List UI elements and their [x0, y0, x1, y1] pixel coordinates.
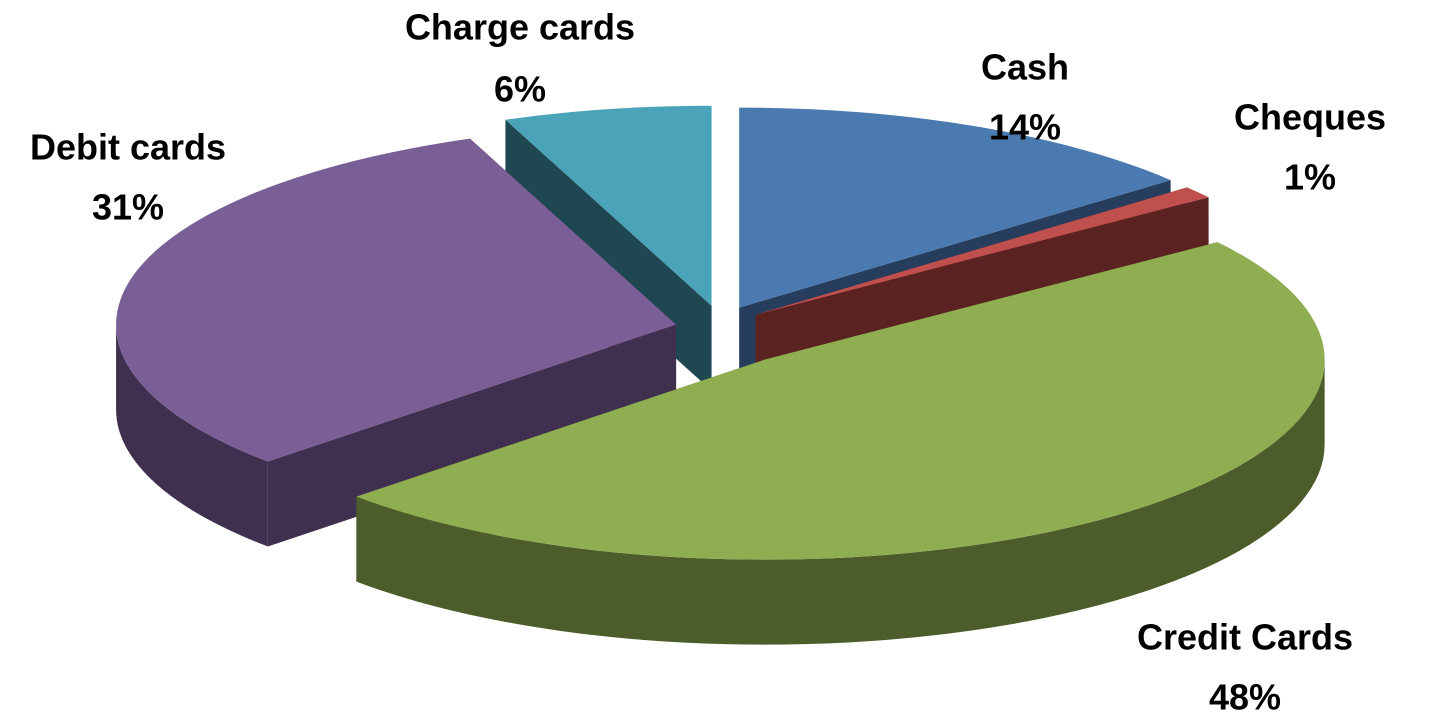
slice-top: [505, 105, 712, 306]
slice-top: [356, 242, 1325, 560]
data-label-name: Cash: [981, 47, 1069, 88]
slice: [356, 242, 1325, 645]
data-label-name: Credit Cards: [1137, 617, 1353, 658]
data-label-value: 14%: [989, 107, 1061, 148]
slice-top: [116, 138, 677, 462]
slice-top: [739, 107, 1171, 308]
slice: [116, 138, 677, 547]
data-label-value: 1%: [1284, 157, 1336, 198]
data-label-name: Charge cards: [405, 7, 635, 48]
slice-top: [755, 187, 1209, 315]
data-label-name: Cheques: [1234, 97, 1386, 138]
slice-wall: [116, 324, 268, 547]
data-label-name: Debit cards: [30, 127, 226, 168]
slice-wall: [356, 359, 1325, 645]
data-label-value: 48%: [1209, 677, 1281, 718]
slice-cut-face: [267, 324, 677, 547]
data-label-value: 6%: [494, 69, 546, 110]
data-label-value: 31%: [92, 187, 164, 228]
